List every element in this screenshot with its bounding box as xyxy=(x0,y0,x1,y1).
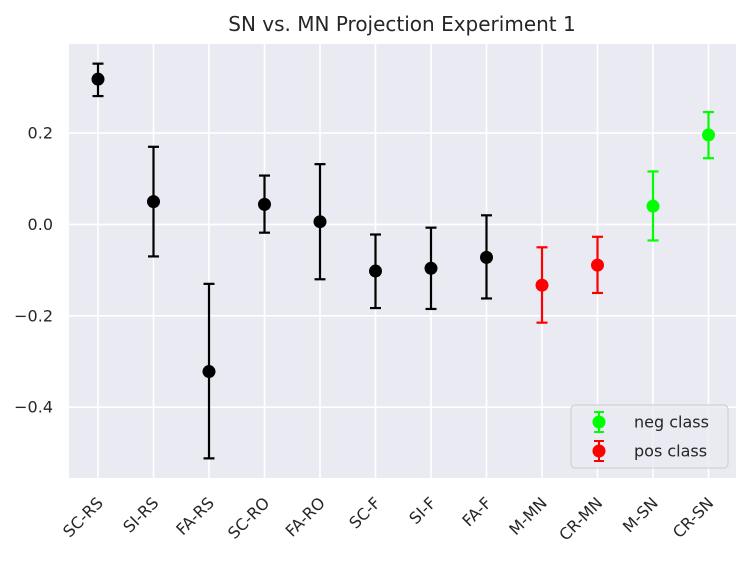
errorbar-point xyxy=(702,110,715,160)
data-point xyxy=(646,199,660,213)
x-tick-label: SC-RS xyxy=(59,493,107,541)
errorbar-point xyxy=(147,145,160,258)
y-tick-label: 0.0 xyxy=(28,215,53,234)
x-tick-label: SC-RO xyxy=(224,493,273,542)
x-tick-label: CR-MN xyxy=(555,493,606,544)
legend: neg class pos class xyxy=(570,404,729,469)
errorbar-point xyxy=(202,282,216,460)
x-tick-label: FA-RO xyxy=(282,493,329,540)
data-point xyxy=(424,261,438,275)
data-point xyxy=(202,365,216,379)
errorbar-point xyxy=(535,246,549,324)
data-point xyxy=(480,250,493,264)
legend-label: neg class xyxy=(634,413,709,432)
data-point xyxy=(91,72,105,86)
data-marks xyxy=(91,62,715,460)
data-point xyxy=(535,278,549,292)
legend-marker xyxy=(592,444,606,458)
x-tick-label: FA-F xyxy=(458,493,495,530)
y-tick-label: −0.4 xyxy=(14,398,53,417)
errorbar-point xyxy=(480,214,493,300)
legend-marker xyxy=(592,415,606,429)
x-tick-label: M-SN xyxy=(619,493,662,536)
data-point xyxy=(313,215,327,229)
x-axis-ticks: SC-RS SI-RS FA-RS SC-RO FA-RO SC-F SI-F FA-F M-M… xyxy=(59,493,717,544)
errorbar-point xyxy=(646,170,660,242)
y-tick-label: 0.2 xyxy=(28,124,53,143)
x-tick-label: CR-SN xyxy=(669,493,717,541)
x-tick-label: M-MN xyxy=(505,493,551,539)
x-tick-label: SI-F xyxy=(405,493,440,528)
data-point xyxy=(258,197,271,211)
y-axis-ticks: −0.4 −0.2 0.0 0.2 xyxy=(14,124,53,417)
data-point xyxy=(702,128,715,142)
errorbar-point xyxy=(591,235,604,295)
chart-title: SN vs. MN Projection Experiment 1 xyxy=(228,12,575,36)
errorbar-point xyxy=(313,163,327,281)
errorbar-point xyxy=(91,62,105,98)
data-point xyxy=(369,264,382,278)
errorbar-point xyxy=(369,233,382,310)
errorbar-point xyxy=(424,226,438,311)
legend-entry: pos class xyxy=(592,440,707,462)
x-tick-label: FA-RS xyxy=(172,493,218,539)
data-point xyxy=(147,195,160,209)
legend-box xyxy=(570,404,729,469)
x-tick-label: SC-F xyxy=(345,493,384,532)
legend-entry: neg class xyxy=(592,411,709,433)
y-tick-label: −0.2 xyxy=(14,306,53,325)
x-tick-label: SI-RS xyxy=(119,493,162,536)
errorbar-point xyxy=(258,174,271,234)
data-point xyxy=(591,258,604,272)
legend-label: pos class xyxy=(634,442,707,461)
